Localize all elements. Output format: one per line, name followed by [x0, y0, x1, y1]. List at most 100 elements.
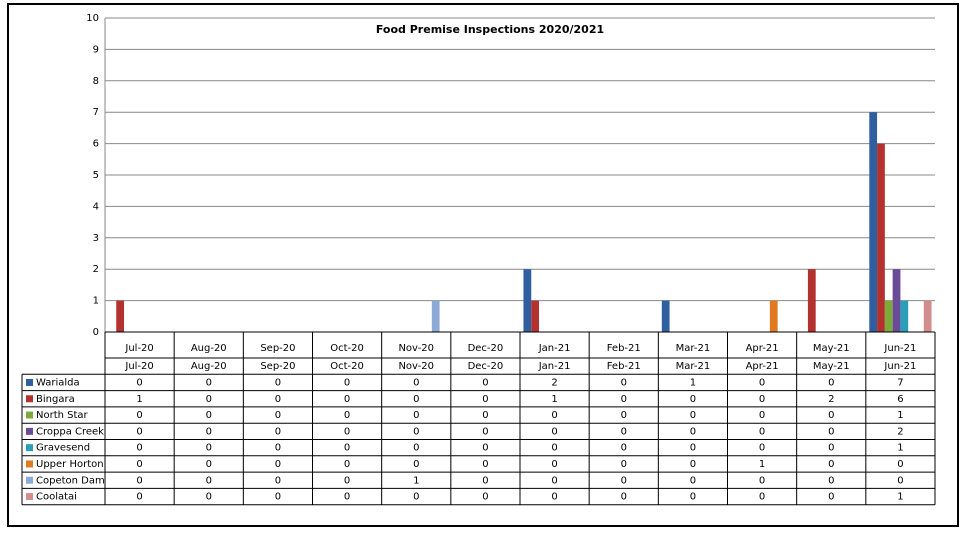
- table-cell: 0: [759, 394, 765, 405]
- table-cell: 1: [897, 492, 903, 503]
- y-tick-label: 1: [93, 296, 99, 307]
- bar: [900, 300, 909, 332]
- legend-swatch: [26, 427, 33, 435]
- table-cell: 6: [897, 394, 903, 405]
- table-cell: 0: [690, 443, 696, 454]
- table-cell: 0: [690, 394, 696, 405]
- table-cell: 0: [413, 394, 419, 405]
- table-cell: 0: [759, 492, 765, 503]
- legend-label: Croppa Creek: [36, 426, 104, 437]
- table-cell: 0: [206, 426, 212, 437]
- table-cell: 0: [482, 426, 488, 437]
- legend-label: Warialda: [36, 377, 80, 388]
- table-cell: 0: [759, 443, 765, 454]
- bar: [523, 269, 532, 332]
- x-tick-label: Aug-20: [191, 343, 227, 354]
- table-cell: 0: [136, 410, 142, 421]
- table-cell: 0: [413, 410, 419, 421]
- legend-label: Coolatai: [36, 492, 77, 503]
- table-header: Feb-21: [607, 361, 641, 372]
- table-cell: 0: [275, 475, 281, 486]
- table-header: May-21: [813, 361, 850, 372]
- legend-label: Copeton Dam: [36, 475, 105, 486]
- x-tick-label: Oct-20: [330, 343, 364, 354]
- table-cell: 0: [275, 492, 281, 503]
- bar: [877, 143, 885, 332]
- table-cell: 0: [621, 443, 627, 454]
- table-cell: 0: [551, 459, 557, 470]
- y-tick-label: 3: [93, 233, 99, 244]
- chart-title: Food Premise Inspections 2020/2021: [376, 23, 604, 36]
- legend-swatch: [26, 395, 33, 403]
- table-header: Jan-21: [538, 361, 571, 372]
- legend-swatch: [26, 378, 33, 386]
- y-tick-label: 10: [86, 13, 99, 24]
- table-cell: 0: [275, 377, 281, 388]
- table-cell: 0: [828, 410, 834, 421]
- table-cell: 0: [759, 377, 765, 388]
- table-cell: 0: [136, 475, 142, 486]
- table-cell: 0: [206, 492, 212, 503]
- table-cell: 0: [275, 394, 281, 405]
- table-cell: 0: [136, 377, 142, 388]
- table-cell: 0: [690, 410, 696, 421]
- legend-label: North Star: [36, 410, 89, 421]
- table-cell: 0: [690, 492, 696, 503]
- table-cell: 0: [482, 377, 488, 388]
- y-tick-label: 5: [93, 170, 99, 181]
- table-cell: 0: [206, 394, 212, 405]
- bar: [923, 300, 932, 332]
- legend-swatch: [26, 476, 33, 484]
- table-cell: 0: [482, 443, 488, 454]
- table-cell: 0: [413, 443, 419, 454]
- legend-swatch: [26, 493, 33, 501]
- table-cell: 0: [828, 377, 834, 388]
- table-cell: 0: [897, 459, 903, 470]
- legend-label: Upper Horton: [36, 459, 104, 470]
- legend-label: Gravesend: [36, 443, 90, 454]
- bar: [769, 300, 778, 332]
- table-cell: 0: [413, 377, 419, 388]
- legend-swatch: [26, 460, 33, 468]
- table-cell: 0: [621, 426, 627, 437]
- table-cell: 0: [621, 475, 627, 486]
- x-tick-label: Nov-20: [398, 343, 434, 354]
- table-cell: 0: [690, 475, 696, 486]
- table-cell: 0: [206, 377, 212, 388]
- x-tick-label: Jul-20: [124, 343, 153, 354]
- table-cell: 0: [275, 426, 281, 437]
- table-cell: 0: [621, 459, 627, 470]
- table-cell: 0: [897, 475, 903, 486]
- x-tick-label: Mar-21: [676, 343, 711, 354]
- table-cell: 0: [344, 492, 350, 503]
- x-tick-label: Apr-21: [746, 343, 779, 354]
- y-tick-label: 8: [93, 76, 99, 87]
- table-cell: 0: [621, 394, 627, 405]
- table-cell: 1: [136, 394, 142, 405]
- table-cell: 0: [759, 410, 765, 421]
- table-cell: 0: [344, 377, 350, 388]
- legend-swatch: [26, 411, 33, 419]
- bar: [807, 269, 816, 332]
- table-cell: 0: [275, 443, 281, 454]
- y-tick-label: 7: [93, 107, 99, 118]
- x-tick-label: Jan-21: [538, 343, 571, 354]
- x-tick-label: Feb-21: [607, 343, 641, 354]
- bar: [892, 269, 901, 332]
- x-tick-label: Dec-20: [468, 343, 504, 354]
- table-cell: 0: [344, 426, 350, 437]
- table-header: Aug-20: [191, 361, 227, 372]
- table-cell: 0: [482, 492, 488, 503]
- table-cell: 0: [482, 394, 488, 405]
- table-cell: 0: [482, 475, 488, 486]
- table-cell: 1: [897, 443, 903, 454]
- table-cell: 0: [690, 459, 696, 470]
- y-tick-label: 9: [93, 44, 99, 55]
- table-cell: 1: [897, 410, 903, 421]
- table-header: Oct-20: [330, 361, 364, 372]
- table-cell: 0: [551, 443, 557, 454]
- table-cell: 0: [621, 377, 627, 388]
- table-cell: 0: [482, 459, 488, 470]
- table-cell: 0: [344, 394, 350, 405]
